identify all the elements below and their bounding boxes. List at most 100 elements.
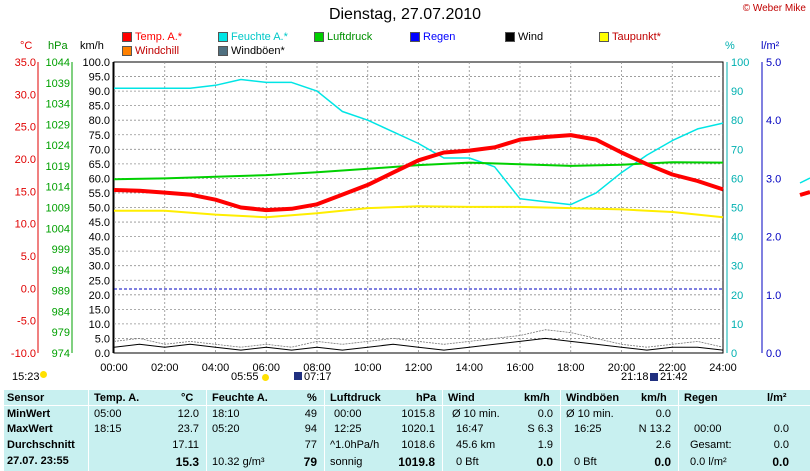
y-axis-temp-tick: 35.0	[15, 57, 36, 69]
gust-max: N 13.2	[638, 423, 671, 435]
y-axis-pressure-tick: 994	[52, 265, 70, 277]
y-axis-wind-tick: 80.0	[89, 115, 110, 127]
y-axis-humidity-tick: 10	[731, 319, 743, 331]
x-tick-label: 00:00	[100, 362, 128, 374]
y-axis-temp-tick: 20.0	[15, 154, 36, 166]
y-axis-wind-tick: 50.0	[89, 203, 110, 215]
y-axis-temp-tick: 30.0	[15, 89, 36, 101]
edge-humidity-mark	[799, 177, 810, 184]
y-axis-pressure-tick: 989	[52, 286, 70, 298]
rain-today: 0.0 l/m²	[690, 456, 727, 468]
y-axis-humidity-tick: 100	[731, 57, 749, 69]
rain-max-time: 00:00	[694, 423, 722, 435]
legend-swatch	[505, 32, 515, 42]
y-axis-pressure-tick: 1039	[46, 78, 70, 90]
legend-swatch	[218, 32, 228, 42]
x-tick-label: 18:00	[557, 362, 585, 374]
y-axis-wind-tick: 45.0	[89, 217, 110, 229]
legend-item-dewpoint: Taupunkt*	[599, 31, 661, 43]
legend-label: Luftdruck	[327, 31, 373, 43]
wind-avg10-label: Ø 10 min.	[452, 408, 500, 420]
y-axis-wind-tick: 30.0	[89, 261, 110, 273]
temp-min: 12.0	[177, 408, 199, 420]
y-axis-temp-tick: 25.0	[15, 122, 36, 134]
legend-item-temp: Temp. A.*	[122, 31, 182, 43]
y-axis-pressure-tick: 1004	[46, 223, 70, 235]
gust-bft: 0 Bft	[574, 456, 597, 468]
legend-swatch	[314, 32, 324, 42]
legend-item-wind: Wind	[505, 31, 543, 43]
y-axis-wind-tick: 15.0	[89, 304, 110, 316]
hum-min-time: 18:10	[212, 408, 240, 420]
y-axis-humidity-tick: 30	[731, 261, 743, 273]
rain-unit: l/m²	[767, 392, 787, 404]
y-axis-wind-tick: 100.0	[82, 57, 110, 69]
legend-item-gust: Windböen*	[218, 45, 285, 57]
x-tick-label: 22:00	[658, 362, 686, 374]
legend-item-pressure: Luftdruck	[314, 31, 372, 43]
unit-hpa: hPa	[48, 40, 68, 52]
chart-title: Dienstag, 27.07.2010	[328, 6, 482, 23]
temp-avg: 17.11	[172, 439, 199, 451]
stats-table: Sensor MinWert MaxWert Durchschnitt 27.0…	[4, 390, 810, 471]
y-axis-humidity-tick: 60	[731, 173, 743, 185]
rain-header: Regen	[684, 392, 718, 404]
y-axis-wind-tick: 95.0	[89, 72, 110, 84]
rain-total: 0.0	[773, 439, 789, 451]
temp-header: Temp. A.	[94, 392, 140, 404]
legend-label: Windböen*	[231, 45, 285, 57]
legend-item-humidity: Feuchte A.*	[218, 31, 288, 43]
sunset-time: 21:18	[621, 371, 649, 383]
moonset-icon	[294, 372, 302, 380]
legend-swatch	[599, 32, 609, 42]
press-header: Luftdruck	[330, 392, 381, 404]
x-tick-label: 02:00	[151, 362, 179, 374]
y-axis-pressure-tick: 1044	[46, 57, 70, 69]
legend-swatch	[122, 32, 132, 42]
x-tick-label: 06:00	[252, 362, 280, 374]
hum-max-time: 05:20	[212, 423, 240, 435]
y-axis-pressure-tick: 1034	[46, 99, 70, 111]
x-tick-label: 08:00	[303, 362, 331, 374]
press-unit: hPa	[416, 392, 437, 404]
y-axis-wind-tick: 60.0	[89, 173, 110, 185]
series-line-windben	[113, 329, 724, 348]
hum-unit: %	[307, 392, 317, 404]
wind-bft: 0 Bft	[456, 456, 479, 468]
y-axis-wind-tick: 65.0	[89, 159, 110, 171]
y-axis-humidity-tick: 90	[731, 86, 743, 98]
gust-header: Windböen	[566, 392, 620, 404]
y-axis-pressure-tick: 1019	[46, 161, 70, 173]
gust-avg10: 0.0	[655, 408, 671, 420]
y-axis-wind-tick: 10.0	[89, 319, 110, 331]
y-axis-humidity-tick: 80	[731, 115, 743, 127]
temp-max: 23.7	[177, 423, 199, 435]
y-axis-temp-tick: -5.0	[17, 316, 36, 328]
wind-avg: 1.9	[537, 439, 553, 451]
press-trend: ^1.0hPa/h	[330, 439, 380, 451]
x-tick-label: 16:00	[506, 362, 534, 374]
y-axis-temp-tick: 10.0	[15, 219, 36, 231]
hum-current: 79	[303, 455, 317, 469]
moonset-time: 07:17	[304, 371, 332, 383]
gust-unit: km/h	[641, 392, 667, 404]
unit-percent: %	[725, 40, 735, 52]
unit-kmh: km/h	[80, 40, 104, 52]
y-axis-wind-tick: 35.0	[89, 246, 110, 258]
row-label-avg: Durchschnitt	[7, 439, 75, 451]
x-tick-label: 14:00	[455, 362, 483, 374]
legend-label: Windchill	[135, 45, 180, 57]
copyright-label: © Weber Mike	[742, 3, 806, 14]
row-label-max: MaxWert	[7, 423, 53, 435]
moonrise-time: 21:42	[660, 371, 688, 383]
y-axis-rain-tick: 4.0	[766, 115, 781, 127]
temp-min-time: 05:00	[94, 408, 122, 420]
series-line-luftdruck	[113, 161, 724, 181]
temp-current: 15.3	[175, 455, 199, 469]
y-axis-humidity-tick: 20	[731, 290, 743, 302]
x-tick-label: 04:00	[202, 362, 230, 374]
legend-label: Taupunkt*	[612, 31, 661, 43]
y-axis-wind-tick: 85.0	[89, 101, 110, 113]
wind-distance: 45.6 km	[456, 439, 496, 451]
y-axis-temp-tick: -10.0	[11, 348, 36, 360]
